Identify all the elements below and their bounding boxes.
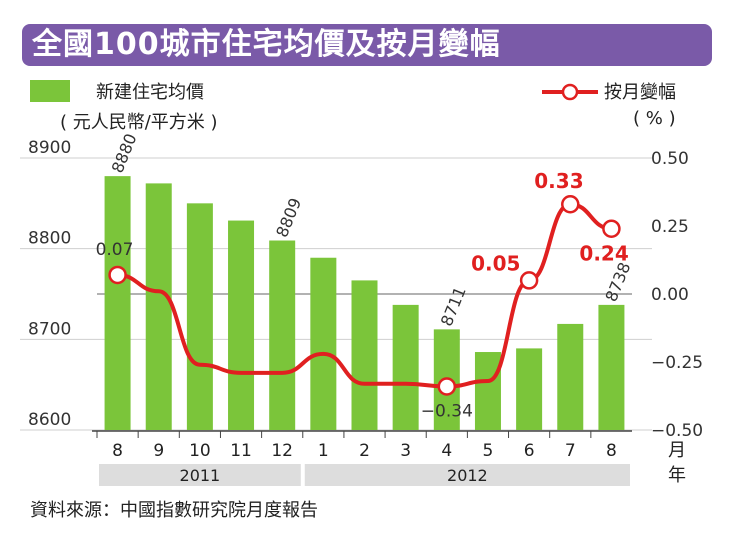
- bar-3: [228, 220, 255, 430]
- y-right-tick-0.00: 0.00: [651, 285, 689, 305]
- x-tick-label-12: 8: [606, 441, 617, 461]
- x-tick-label-0: 8: [112, 441, 123, 461]
- y-right-tick--0.25: −0.25: [651, 353, 703, 373]
- y-right-tick--0.50: −0.50: [651, 421, 703, 441]
- line-label-10: 0.05: [471, 251, 520, 275]
- line-marker-11: [561, 194, 580, 214]
- bar-label-0: 8880: [108, 131, 141, 176]
- y-right-tick-0.25: 0.25: [651, 217, 689, 237]
- y-left-tick-8900: 8900: [28, 138, 71, 158]
- chart-title: 全國100城市住宅均價及按月變幅: [32, 27, 501, 62]
- x-tick-label-10: 6: [524, 441, 535, 461]
- legend-bar-unit: ( 元人民幣/平方米 ): [60, 112, 218, 133]
- y-right-tick-0.50: 0.50: [651, 149, 689, 169]
- bar-1: [145, 183, 172, 430]
- bar-label-12: 8738: [602, 260, 635, 305]
- line-label-0: 0.07: [96, 240, 134, 260]
- bar-2: [186, 203, 213, 430]
- x-tick-label-2: 10: [189, 441, 211, 461]
- y-left-tick-8700: 8700: [28, 319, 71, 339]
- x-tick-label-7: 3: [400, 441, 411, 461]
- x-tick-label-4: 12: [271, 441, 293, 461]
- y-left-tick-8600: 8600: [28, 410, 71, 430]
- line-marker-8: [437, 377, 457, 396]
- year-label-2011: 2011: [180, 466, 221, 485]
- year-label-2012: 2012: [447, 466, 488, 485]
- bar-5: [310, 257, 337, 430]
- title-bar: 全國100城市住宅均價及按月變幅: [22, 24, 712, 66]
- line-marker-12: [602, 219, 621, 238]
- legend-line-unit: ( % ): [633, 108, 676, 129]
- x-tick-label-1: 9: [153, 441, 164, 461]
- line-marker-10: [519, 271, 539, 290]
- x-tick-label-9: 5: [483, 441, 494, 461]
- legend-line-marker: [561, 83, 579, 101]
- x-tick-label-11: 7: [565, 441, 576, 461]
- bar-0: [104, 176, 131, 430]
- x-tick-label-5: 1: [318, 441, 329, 461]
- line-label-8: −0.34: [421, 401, 473, 421]
- line-label-11: 0.33: [534, 169, 583, 193]
- legend-line-label: 按月變幅: [604, 82, 676, 103]
- x-year-suffix: 年: [668, 465, 686, 486]
- bar-7: [392, 304, 419, 430]
- source-note: 資料來源：中國指數研究院月度報告: [30, 500, 318, 521]
- x-month-suffix: 月: [668, 440, 686, 461]
- year-band-2011: [99, 464, 301, 486]
- legend-line-swatch: [542, 83, 598, 101]
- bar-label-4: 8809: [272, 195, 305, 240]
- bar-11: [557, 323, 584, 430]
- x-tick-label-3: 11: [230, 441, 252, 461]
- bar-4: [269, 240, 296, 430]
- bar-6: [351, 280, 378, 430]
- line-label-12: 0.24: [579, 242, 628, 266]
- bar-10: [516, 348, 543, 430]
- legend-bar-label: 新建住宅均價: [96, 82, 204, 103]
- y-left-tick-8800: 8800: [28, 229, 71, 249]
- year-band-2012: [304, 464, 630, 486]
- x-tick-label-6: 2: [359, 441, 370, 461]
- bar-12: [598, 304, 625, 430]
- x-tick-label-8: 4: [441, 441, 452, 461]
- legend-bar-swatch: [30, 80, 70, 102]
- bar-label-8: 8711: [437, 284, 470, 329]
- line-marker-0: [108, 265, 127, 285]
- bar-9: [474, 352, 501, 430]
